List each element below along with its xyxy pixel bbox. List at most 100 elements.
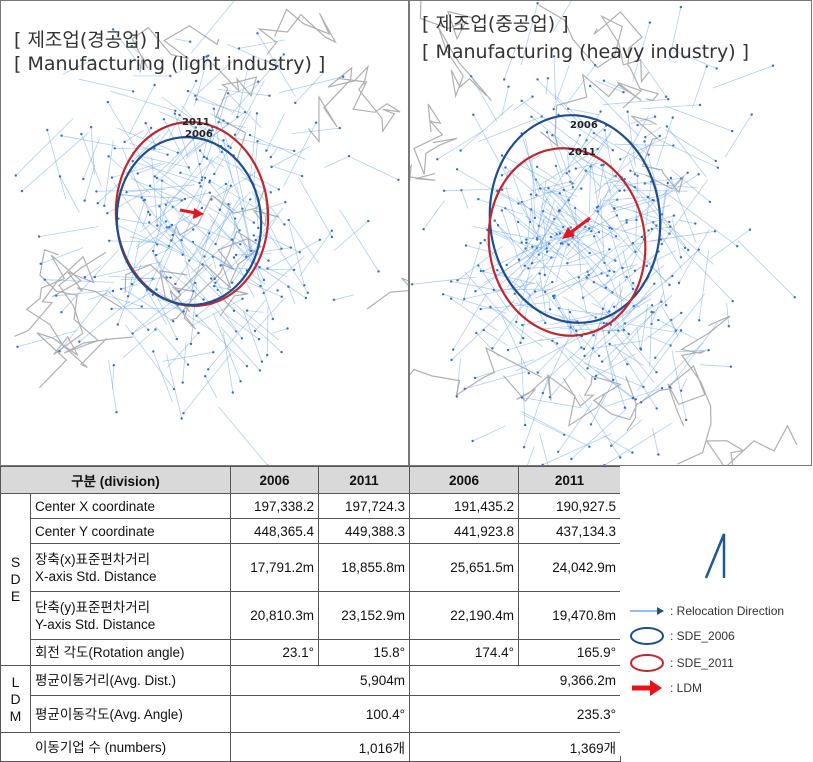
cell-value: 441,923.8 (410, 519, 519, 544)
table-row: 단축(y)표준편차거리 Y-axis Std. Distance 20,810.… (1, 592, 621, 640)
table-row: S D E Center X coordinate 197,338.2 197,… (1, 494, 621, 519)
relocation-line (657, 118, 673, 166)
ldm-letter: L (12, 674, 20, 690)
boundary-line (677, 316, 730, 464)
relocation-point (436, 158, 438, 160)
relocation-point (192, 228, 194, 230)
cell-value: 165.9° (519, 640, 621, 666)
cell-value: 22,190.4m (410, 592, 519, 640)
relocation-point (149, 214, 151, 216)
relocation-point (60, 135, 62, 137)
relocation-point (736, 245, 738, 247)
relocation-point (227, 203, 229, 205)
relocation-point (471, 440, 473, 442)
relocation-line (213, 257, 216, 269)
relocation-point (111, 176, 113, 178)
map-title-en: [ Manufacturing (light industry) ] (14, 52, 325, 77)
relocation-point (596, 206, 598, 208)
relocation-point (125, 191, 127, 193)
relocation-point (615, 235, 617, 237)
row-label-en: X-axis Std. Distance (35, 569, 157, 584)
relocation-line (221, 327, 260, 370)
legend-relocation: : Relocation Direction (628, 601, 784, 621)
relocation-point (547, 187, 549, 189)
relocation-point (633, 305, 635, 307)
relocation-point (483, 329, 485, 331)
relocation-point (107, 101, 109, 103)
relocation-point (644, 136, 646, 138)
relocation-point (484, 239, 486, 241)
relocation-point (598, 231, 600, 233)
relocation-point (195, 315, 197, 317)
relocation-line (255, 298, 285, 331)
cell-value: 191,435.2 (410, 494, 519, 519)
relocation-line (548, 348, 581, 378)
relocation-point (179, 172, 181, 174)
relocation-point (148, 221, 150, 223)
relocation-line (288, 287, 295, 304)
relocation-line (109, 156, 151, 193)
relocation-line (528, 264, 588, 269)
relocation-line (271, 148, 278, 157)
relocation-line (507, 234, 560, 288)
legend-sde-2006: : SDE_2006 (628, 626, 735, 646)
relocation-line (22, 133, 89, 192)
relocation-point (263, 279, 265, 281)
relocation-point (603, 80, 605, 82)
relocation-point (245, 256, 247, 258)
relocation-point (602, 308, 604, 310)
relocation-line (233, 219, 235, 250)
relocation-point (114, 147, 116, 149)
relocation-point (666, 125, 668, 127)
relocation-line (218, 295, 281, 352)
relocation-point (634, 173, 636, 175)
relocation-point (220, 264, 222, 266)
relocation-point (652, 199, 654, 201)
relocation-point (184, 198, 186, 200)
relocation-line (605, 130, 614, 177)
relocation-line (457, 358, 461, 396)
relocation-line (334, 221, 368, 250)
relocation-line (510, 168, 530, 222)
relocation-point (657, 319, 659, 321)
relocation-point (209, 192, 211, 194)
relocation-line (461, 190, 468, 209)
relocation-line (39, 227, 99, 237)
relocation-point (465, 244, 467, 246)
legend-relocation-label: : Relocation Direction (670, 604, 784, 618)
relocation-line (490, 307, 542, 347)
north-arrow-icon (700, 526, 730, 586)
relocation-point (608, 310, 610, 312)
relocation-point (202, 298, 204, 300)
relocation-line (537, 167, 557, 180)
relocation-point (201, 179, 203, 181)
relocation-point (234, 134, 236, 136)
table-row: 장축(x)표준편차거리 X-axis Std. Distance 17,791.… (1, 544, 621, 592)
relocation-line (710, 230, 750, 259)
relocation-point (528, 372, 530, 374)
relocation-point (294, 102, 296, 104)
relocation-point (531, 262, 533, 264)
relocation-point (589, 85, 591, 87)
relocation-point (568, 199, 570, 201)
relocation-point (558, 209, 560, 211)
relocation-point (283, 223, 285, 225)
relocation-point (592, 347, 594, 349)
row-label: Center X coordinate (31, 494, 231, 519)
relocation-point (181, 417, 183, 419)
relocation-point (168, 226, 170, 228)
relocation-point (622, 91, 624, 93)
relocation-point (141, 305, 143, 307)
relocation-point (542, 392, 544, 394)
relocation-point (284, 201, 286, 203)
relocation-point (227, 92, 229, 94)
relocation-point (698, 319, 700, 321)
relocation-point (267, 259, 269, 261)
cell-value: 9,366.2m (410, 666, 621, 696)
relocation-point (687, 172, 689, 174)
row-label-ko: 단축(y)표준편차거리 (35, 600, 150, 615)
relocation-line (516, 336, 582, 371)
relocation-line (513, 97, 532, 111)
relocation-point (46, 129, 48, 131)
relocation-line (461, 104, 514, 151)
